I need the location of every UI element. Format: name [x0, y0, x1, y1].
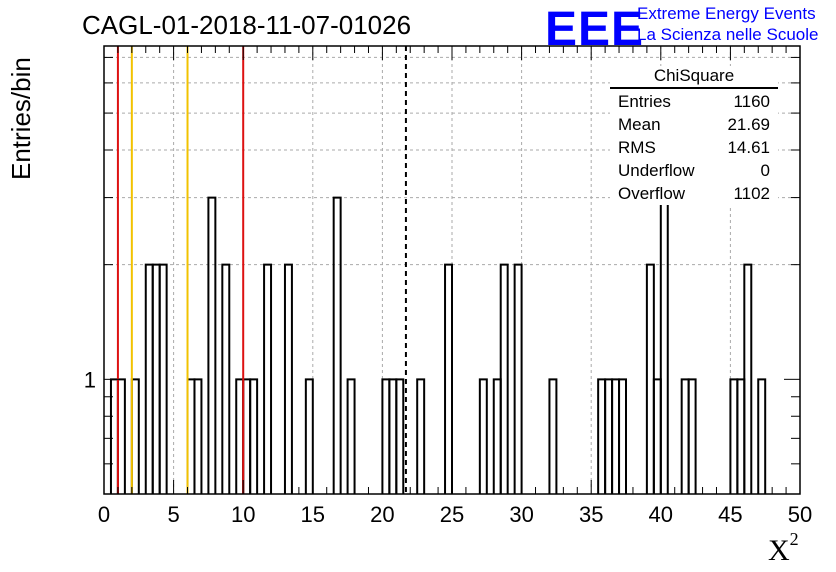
- y-axis-label-wrap: Entries/bin: [6, 57, 36, 180]
- x-tick-label: 15: [301, 502, 325, 527]
- x-tick-label: 35: [579, 502, 603, 527]
- histogram-bin: [729, 378, 739, 494]
- stats-row: Entries 1160: [610, 90, 778, 113]
- histogram-bin: [158, 263, 168, 494]
- x-tick-label: 45: [718, 502, 742, 527]
- x-tick-label: 20: [370, 502, 394, 527]
- stats-label: RMS: [618, 138, 656, 157]
- chart-title: CAGL-01-2018-11-07-01026: [82, 10, 412, 40]
- histogram-bin: [304, 378, 314, 494]
- y-axis-label: Entries/bin: [6, 57, 36, 180]
- histogram-bin: [736, 378, 746, 494]
- histogram-bin: [548, 378, 558, 494]
- histogram-bin: [478, 378, 488, 494]
- histogram-bin: [645, 263, 655, 494]
- histogram-bin: [346, 378, 356, 494]
- x-tick-label: 40: [649, 502, 673, 527]
- histogram-bin: [193, 378, 203, 494]
- x-axis-label-superscript: 2: [789, 529, 799, 549]
- histogram-bin: [618, 378, 627, 494]
- histogram-bin: [130, 378, 140, 494]
- x-tick-label: 50: [788, 502, 812, 527]
- x-tick-label: 10: [231, 502, 255, 527]
- histogram-bin: [680, 378, 690, 494]
- histogram-bin: [283, 263, 293, 494]
- stats-value: 1160: [733, 92, 770, 111]
- histogram-bin: [332, 196, 342, 494]
- stats-row: Underflow 0: [610, 159, 778, 182]
- histogram-bin: [221, 263, 231, 494]
- eee-logo: EEE: [545, 3, 645, 56]
- histogram-bin: [144, 263, 154, 494]
- histogram-bin: [444, 263, 453, 494]
- histogram-bin: [757, 378, 767, 494]
- histogram-bin: [151, 263, 161, 494]
- histogram-bin: [388, 378, 398, 494]
- histogram-bin: [513, 263, 523, 494]
- histogram-bin: [207, 196, 217, 494]
- stats-value: 14.61: [727, 138, 770, 157]
- x-axis-label-text: X: [768, 534, 790, 567]
- histogram-bin: [249, 378, 259, 494]
- logo-line-1: Extreme Energy Events: [637, 4, 816, 23]
- histogram-bin: [242, 378, 252, 494]
- x-tick-label: 30: [509, 502, 533, 527]
- stats-value: 0: [760, 161, 770, 180]
- stats-value: 21.69: [727, 115, 770, 134]
- x-axis-label: X2: [768, 529, 799, 568]
- stats-label: Underflow: [618, 161, 695, 180]
- logo-line-2: La Scienza nelle Scuole: [637, 25, 819, 44]
- histogram-bin: [416, 378, 426, 494]
- histogram-bin: [611, 378, 621, 494]
- stats-label: Mean: [618, 115, 661, 134]
- histogram-bin: [381, 378, 391, 494]
- stats-value: 1102: [733, 184, 770, 203]
- stats-label: Entries: [618, 92, 671, 111]
- stats-box: ChiSquare Entries 1160 Mean 21.69 RMS 14.61…: [610, 66, 778, 205]
- x-tick-label: 25: [440, 502, 464, 527]
- histogram-bin: [186, 378, 196, 494]
- stats-row: Mean 21.69: [610, 113, 778, 136]
- histogram-bin: [499, 263, 509, 494]
- histogram-bin: [743, 263, 753, 494]
- histogram-bin: [263, 263, 273, 494]
- stats-label: Overflow: [618, 184, 686, 203]
- histogram-bin: [597, 378, 607, 494]
- histogram-bin: [687, 378, 697, 494]
- stats-row: Overflow 1102: [610, 182, 778, 205]
- x-tick-label: 5: [167, 502, 179, 527]
- x-tick-label: 0: [98, 502, 110, 527]
- histogram-bin: [492, 378, 502, 494]
- stats-title: ChiSquare: [610, 66, 778, 89]
- histogram-bin: [395, 378, 405, 494]
- y-tick-label: 1: [84, 367, 96, 392]
- histogram-bin: [652, 378, 662, 494]
- histogram-bin: [604, 378, 614, 494]
- histogram-bin: [235, 378, 245, 494]
- stats-row: RMS 14.61: [610, 136, 778, 159]
- histogram-bin: [116, 378, 126, 494]
